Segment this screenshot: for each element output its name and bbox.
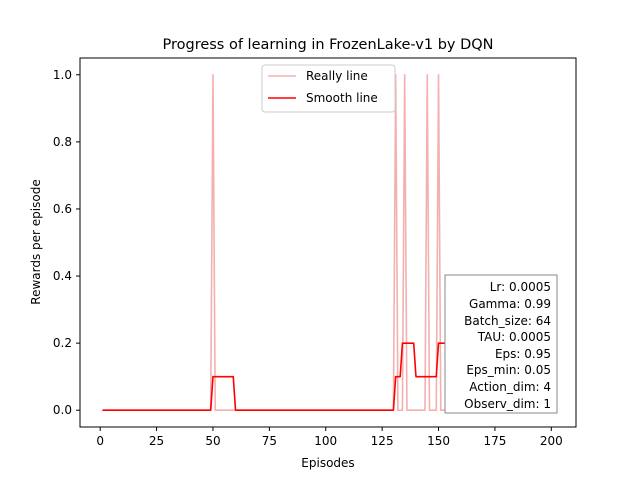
info-action-dim: Action_dim: 4	[469, 380, 551, 394]
x-tick-label: 175	[483, 434, 506, 448]
x-axis-ticks: 0 25 50 75 100 125 150 175 200	[96, 427, 563, 448]
hyperparameter-box: Lr: 0.0005 Gamma: 0.99 Batch_size: 64 TA…	[444, 274, 558, 414]
info-eps-min: Eps_min: 0.05	[466, 363, 551, 377]
x-tick-label: 150	[427, 434, 450, 448]
x-tick-label: 100	[314, 434, 337, 448]
y-axis-ticks: 0.0 0.2 0.4 0.6 0.8 1.0	[53, 68, 80, 417]
y-tick-label: 0.6	[53, 202, 72, 216]
legend: Really line Smooth line	[261, 64, 396, 113]
x-tick-label: 0	[96, 434, 104, 448]
x-tick-label: 25	[149, 434, 164, 448]
y-tick-label: 0.0	[53, 403, 72, 417]
x-tick-label: 75	[262, 434, 277, 448]
y-axis-label: Rewards per episode	[29, 179, 43, 304]
x-tick-label: 200	[540, 434, 563, 448]
info-observ-dim: Observ_dim: 1	[464, 397, 551, 411]
x-tick-label: 125	[371, 434, 394, 448]
chart-title: Progress of learning in FrozenLake-v1 by…	[162, 37, 493, 53]
info-eps: Eps: 0.95	[495, 347, 551, 361]
x-tick-label: 50	[205, 434, 220, 448]
y-tick-label: 0.8	[53, 135, 72, 149]
info-gamma: Gamma: 0.99	[469, 297, 551, 311]
info-box-frame	[444, 274, 558, 414]
x-axis-label: Episodes	[301, 456, 354, 470]
info-lr: Lr: 0.0005	[490, 280, 551, 294]
series-line-really	[102, 73, 554, 412]
y-tick-label: 0.2	[53, 336, 72, 350]
info-tau: TAU: 0.0005	[477, 330, 551, 344]
y-tick-label: 1.0	[53, 68, 72, 82]
y-tick-label: 0.4	[53, 269, 72, 283]
axes-frame	[79, 57, 577, 428]
legend-label-smooth: Smooth line	[306, 91, 378, 105]
legend-label-really: Really line	[306, 69, 368, 83]
info-batch-size: Batch_size: 64	[464, 314, 551, 328]
